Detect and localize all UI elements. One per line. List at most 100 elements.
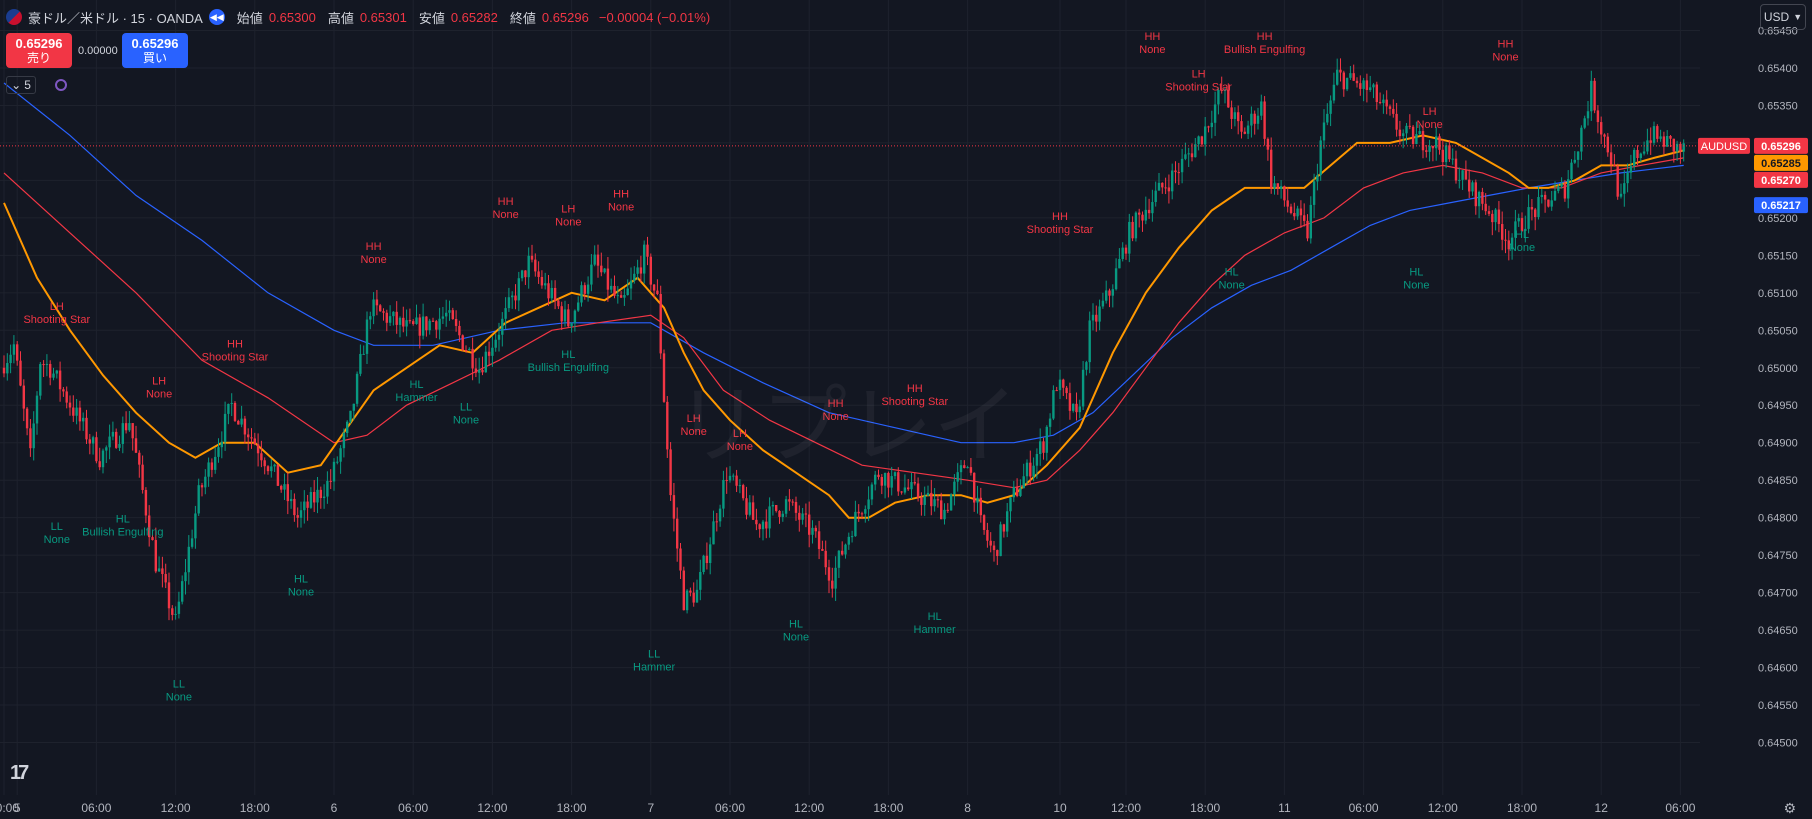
candle-body (1111, 289, 1114, 296)
candle-body (118, 443, 121, 448)
annotation-swing: LH (1423, 106, 1437, 118)
annotation-pattern: None (1403, 279, 1429, 291)
candle-body (520, 270, 524, 279)
candle-body (1289, 206, 1293, 214)
candle-body (497, 334, 501, 340)
candle-body (1520, 218, 1524, 232)
candle-body (82, 417, 85, 422)
y-tick-label: 0.64800 (1758, 513, 1798, 525)
candle-body (728, 475, 732, 481)
y-tick-label: 0.64950 (1758, 400, 1798, 412)
candle-body (524, 270, 527, 278)
price-badge (1754, 154, 1808, 171)
settings-gear-icon[interactable]: ⚙ (1783, 800, 1796, 816)
candle-body (1563, 183, 1567, 199)
candle-body (900, 491, 903, 493)
candle-body (95, 437, 98, 462)
candle-body (943, 509, 946, 520)
annotation-swing: HL (409, 379, 423, 391)
candle-body (986, 529, 989, 541)
candle-body (382, 311, 385, 313)
candle-body (421, 316, 425, 336)
time-axis[interactable]: 00:005 06:00 12:00 18:00 6 06:00 12:00 18:00 7 06… (0, 801, 1696, 815)
candle-body (930, 492, 933, 507)
candle-body (963, 465, 966, 469)
candle-body (29, 428, 32, 449)
candle-body (362, 353, 365, 355)
price-badge-label: 0.65217 (1761, 200, 1801, 212)
price-badge (1754, 171, 1808, 188)
candle-body (1477, 191, 1481, 207)
candle-body (557, 300, 560, 307)
buy-button[interactable]: 0.65296 買い (122, 33, 188, 68)
candle-body (62, 389, 65, 392)
price-badge-label: 0.65270 (1761, 175, 1801, 187)
candle-body (1656, 126, 1659, 139)
price-axis[interactable]: 0.654500.654000.653500.653000.652500.652… (1758, 25, 1798, 749)
candle-body (1540, 194, 1543, 198)
candle-body (283, 484, 286, 490)
candle-body (1669, 135, 1672, 139)
candle-body (359, 353, 362, 374)
candle-body (1283, 186, 1286, 201)
candle-body (1385, 99, 1388, 107)
candle-body (1187, 153, 1190, 155)
x-tick-label: 00:00 (0, 801, 19, 815)
candle-body (659, 293, 662, 354)
candle-body (907, 487, 910, 490)
candle-body (91, 437, 95, 444)
replay-icon[interactable]: ◀◀ (208, 9, 225, 25)
candle-body (567, 309, 570, 327)
candle-body (1035, 454, 1039, 466)
indicators-toggle[interactable]: ⌄ 5 (6, 76, 36, 94)
candle-body (65, 391, 68, 403)
x-tick-label: 18:00 (557, 801, 587, 815)
candle-body (933, 499, 936, 507)
sell-button[interactable]: 0.65296 売り (6, 33, 72, 68)
candle-body (1190, 153, 1194, 158)
change-value: −0.00004 (−0.01%) (598, 9, 711, 25)
candle-body (233, 402, 237, 421)
currency-select[interactable]: USD ▼ (1760, 4, 1806, 30)
candle-body (372, 299, 375, 317)
candle-body (1068, 393, 1072, 411)
candle-body (1253, 113, 1256, 124)
annotation-pattern: Hammer (395, 392, 438, 404)
candle-body (511, 295, 514, 298)
annotation-pattern: None (1492, 51, 1518, 63)
candle-body (920, 497, 923, 505)
annotation-swing: HL (1515, 229, 1529, 241)
symbol-title[interactable]: 豪ドル／米ドル · 15 · OANDA (28, 10, 203, 26)
annotation-pattern: Bullish Engulfing (82, 527, 163, 539)
candle-body (679, 548, 682, 571)
candle-body (388, 316, 392, 323)
annotation-swing: LL (460, 401, 472, 413)
buy-label: 買い (142, 51, 167, 65)
x-tick-label: 6 (331, 801, 338, 815)
candle-body (207, 462, 210, 477)
candlestick-series[interactable] (2, 58, 1685, 621)
candle-body (1504, 239, 1507, 241)
candle-body (1507, 240, 1510, 250)
y-tick-label: 0.65200 (1758, 213, 1798, 225)
candle-body (365, 319, 369, 354)
candle-body (827, 567, 831, 581)
candle-body (223, 413, 227, 442)
tradingview-logo-icon[interactable]: 17 (10, 762, 29, 784)
candle-body (712, 521, 715, 545)
candle-body (1623, 183, 1626, 194)
candle-body (586, 284, 590, 294)
candle-body (1398, 129, 1402, 137)
candle-body (1514, 221, 1517, 238)
price-axis-labels: AUDUSD 0.65296 0.65285 0.65270 0.65217 (1698, 137, 1808, 214)
candle-body (610, 285, 613, 290)
candle-body (738, 485, 742, 487)
candle-body (669, 449, 672, 496)
y-tick-label: 0.64900 (1758, 438, 1798, 450)
candle-body (1105, 290, 1108, 301)
annotation-swing: HH (498, 196, 514, 208)
annotation-pattern: None (166, 692, 192, 704)
candle-body (695, 589, 699, 603)
candle-body (1639, 153, 1642, 158)
